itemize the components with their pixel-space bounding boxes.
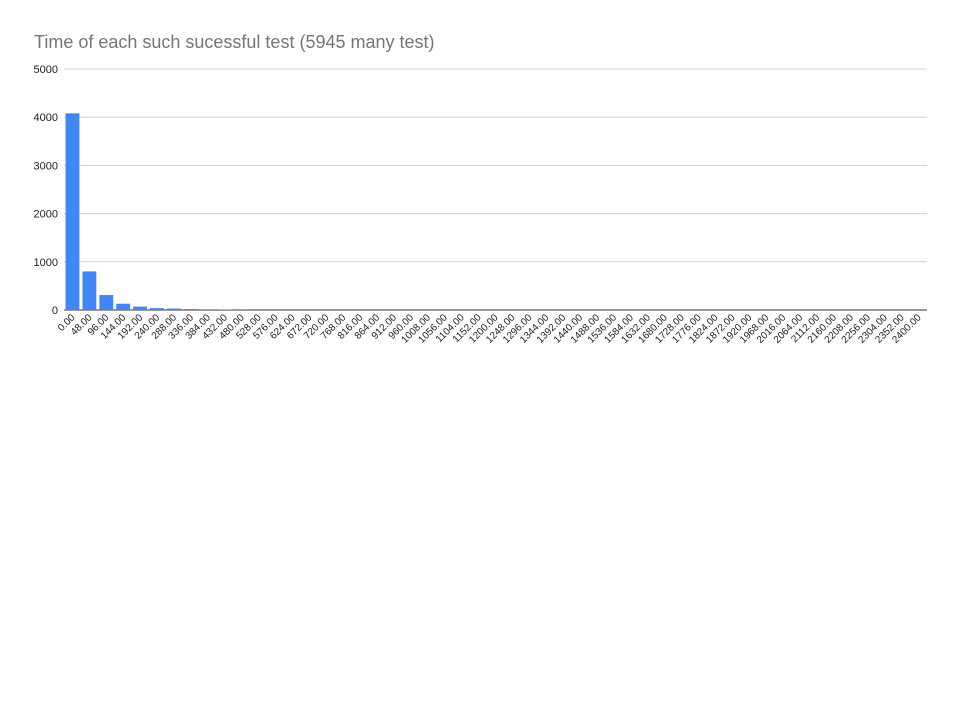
bar <box>234 309 249 310</box>
bar <box>150 308 165 310</box>
y-tick-label: 2000 <box>34 209 58 221</box>
chart-title: Time of each such sucessful test (5945 m… <box>34 32 435 52</box>
bar <box>65 113 80 311</box>
y-tick-label: 3000 <box>34 160 58 172</box>
bar <box>99 295 114 310</box>
bar <box>183 309 198 310</box>
y-tick-label: 1000 <box>34 257 58 269</box>
y-axis-ticks: 0 1000 2000 3000 4000 5000 <box>34 64 58 317</box>
x-axis-ticks: 0.0048.0096.00144.00192.00240.00288.0033… <box>56 312 924 346</box>
bar <box>116 303 131 310</box>
y-tick-label: 4000 <box>34 112 58 124</box>
bar <box>133 306 148 310</box>
bar <box>82 271 97 310</box>
bar <box>167 308 181 310</box>
gridlines <box>64 68 927 311</box>
bar <box>200 309 215 310</box>
y-tick-label: 0 <box>52 305 58 317</box>
y-tick-label: 5000 <box>34 64 58 76</box>
bars <box>65 113 249 311</box>
